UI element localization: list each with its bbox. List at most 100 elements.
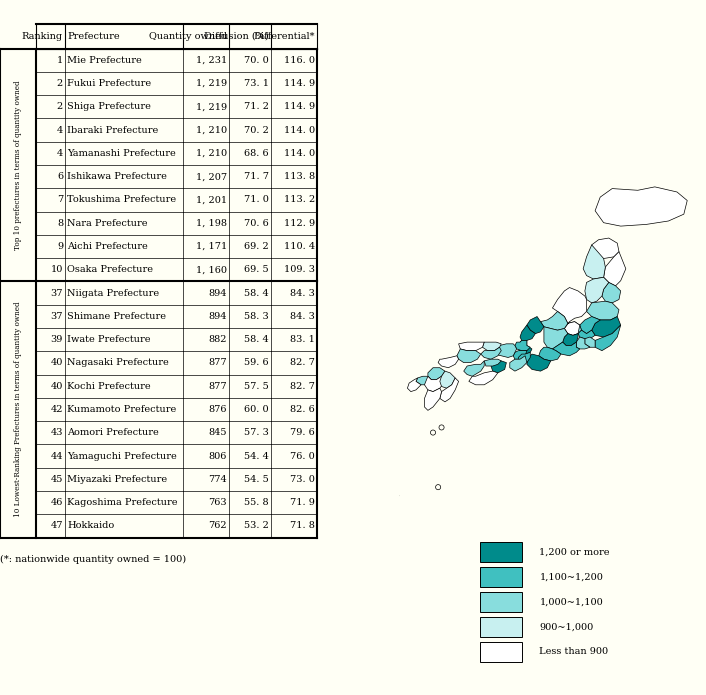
Bar <box>480 542 522 562</box>
Text: 57. 5: 57. 5 <box>244 382 269 391</box>
Text: 58. 4: 58. 4 <box>244 335 269 344</box>
Polygon shape <box>604 252 626 286</box>
Text: 79. 6: 79. 6 <box>290 428 315 437</box>
Text: 57. 3: 57. 3 <box>244 428 269 437</box>
Text: 8: 8 <box>57 219 63 228</box>
Text: 762: 762 <box>208 521 227 530</box>
Text: 42: 42 <box>51 405 63 414</box>
Text: 58. 3: 58. 3 <box>244 312 269 321</box>
Text: 806: 806 <box>208 452 227 461</box>
Text: Ibaraki Prefecture: Ibaraki Prefecture <box>67 126 158 135</box>
Text: 40: 40 <box>51 359 63 368</box>
Text: 55. 8: 55. 8 <box>244 498 269 507</box>
Polygon shape <box>595 187 687 226</box>
Text: 59. 6: 59. 6 <box>244 359 269 368</box>
Text: 763: 763 <box>208 498 227 507</box>
Circle shape <box>439 425 444 430</box>
Text: 76. 0: 76. 0 <box>290 452 315 461</box>
Text: Kochi Prefecture: Kochi Prefecture <box>67 382 151 391</box>
Text: Prefecture: Prefecture <box>67 32 120 41</box>
Bar <box>480 567 522 587</box>
Text: Shiga Prefecture: Shiga Prefecture <box>67 102 151 111</box>
Polygon shape <box>539 348 561 361</box>
Text: 70. 6: 70. 6 <box>244 219 269 228</box>
Circle shape <box>431 430 436 435</box>
Text: 54. 5: 54. 5 <box>244 475 269 484</box>
Text: 45: 45 <box>51 475 63 484</box>
Text: 1, 231: 1, 231 <box>196 56 227 65</box>
Polygon shape <box>383 492 399 501</box>
Polygon shape <box>440 371 455 389</box>
Text: Kagoshima Prefecture: Kagoshima Prefecture <box>67 498 178 507</box>
Text: Aomori Prefecture: Aomori Prefecture <box>67 428 159 437</box>
Text: 71. 9: 71. 9 <box>290 498 315 507</box>
Text: 877: 877 <box>208 359 227 368</box>
Text: 71. 8: 71. 8 <box>290 521 315 530</box>
Text: 1, 210: 1, 210 <box>196 149 227 158</box>
Text: 876: 876 <box>208 405 227 414</box>
Text: 1, 207: 1, 207 <box>196 172 227 181</box>
Text: Aichi Prefecture: Aichi Prefecture <box>67 242 148 251</box>
Text: 877: 877 <box>208 382 227 391</box>
Text: 70. 0: 70. 0 <box>244 56 269 65</box>
Text: 39: 39 <box>51 335 63 344</box>
Text: 58. 4: 58. 4 <box>244 288 269 297</box>
Text: 6: 6 <box>57 172 63 181</box>
Polygon shape <box>407 378 421 391</box>
Text: 110. 4: 110. 4 <box>284 242 315 251</box>
Text: 774: 774 <box>208 475 227 484</box>
Text: 114. 9: 114. 9 <box>284 79 315 88</box>
Text: 1, 219: 1, 219 <box>196 79 227 88</box>
Text: 109. 3: 109. 3 <box>284 265 315 275</box>
Polygon shape <box>513 351 527 359</box>
Polygon shape <box>515 341 530 351</box>
Text: 9: 9 <box>57 242 63 251</box>
Polygon shape <box>484 359 501 366</box>
Text: 69. 5: 69. 5 <box>244 265 269 275</box>
Text: Differential*: Differential* <box>253 32 315 41</box>
Text: 10 Lowest-Ranking Prefectures in terms of quantity owned: 10 Lowest-Ranking Prefectures in terms o… <box>14 302 22 517</box>
Text: 82. 7: 82. 7 <box>290 382 315 391</box>
Polygon shape <box>602 282 621 303</box>
Text: 4: 4 <box>56 126 63 135</box>
Text: 37: 37 <box>51 288 63 297</box>
Polygon shape <box>424 376 445 391</box>
Text: 114. 0: 114. 0 <box>284 126 315 135</box>
Text: Less than 900: Less than 900 <box>539 648 609 656</box>
Polygon shape <box>553 342 580 356</box>
Text: 1, 160: 1, 160 <box>196 265 227 275</box>
Text: Shimane Prefecture: Shimane Prefecture <box>67 312 166 321</box>
Text: 53. 2: 53. 2 <box>244 521 269 530</box>
Polygon shape <box>527 316 544 334</box>
Text: Osaka Prefecture: Osaka Prefecture <box>67 265 153 275</box>
Text: 1, 171: 1, 171 <box>196 242 227 251</box>
Text: 69. 2: 69. 2 <box>244 242 269 251</box>
Polygon shape <box>587 301 619 320</box>
Bar <box>480 617 522 637</box>
Polygon shape <box>491 361 506 373</box>
Text: 84. 3: 84. 3 <box>290 288 315 297</box>
Text: 1,000~1,100: 1,000~1,100 <box>539 598 603 606</box>
Text: 60. 0: 60. 0 <box>244 405 269 414</box>
Text: 894: 894 <box>208 312 227 321</box>
Polygon shape <box>576 337 590 349</box>
Text: Nagasaki Prefecture: Nagasaki Prefecture <box>67 359 169 368</box>
Text: 7: 7 <box>56 195 63 204</box>
Text: (*: nationwide quantity owned = 100): (*: nationwide quantity owned = 100) <box>0 555 186 564</box>
Text: Kumamoto Prefecture: Kumamoto Prefecture <box>67 405 176 414</box>
Text: 113. 2: 113. 2 <box>284 195 315 204</box>
Polygon shape <box>416 376 431 385</box>
Polygon shape <box>544 327 568 349</box>
Polygon shape <box>518 352 530 364</box>
Polygon shape <box>553 288 587 335</box>
Polygon shape <box>564 322 582 335</box>
Text: 114. 0: 114. 0 <box>284 149 315 158</box>
Text: 1, 201: 1, 201 <box>196 195 227 204</box>
Text: 10: 10 <box>51 265 63 275</box>
Text: 845: 845 <box>208 428 227 437</box>
Bar <box>480 592 522 612</box>
Text: 71. 7: 71. 7 <box>244 172 269 181</box>
Text: 1, 210: 1, 210 <box>196 126 227 135</box>
Text: Miyazaki Prefecture: Miyazaki Prefecture <box>67 475 167 484</box>
Polygon shape <box>592 238 619 259</box>
